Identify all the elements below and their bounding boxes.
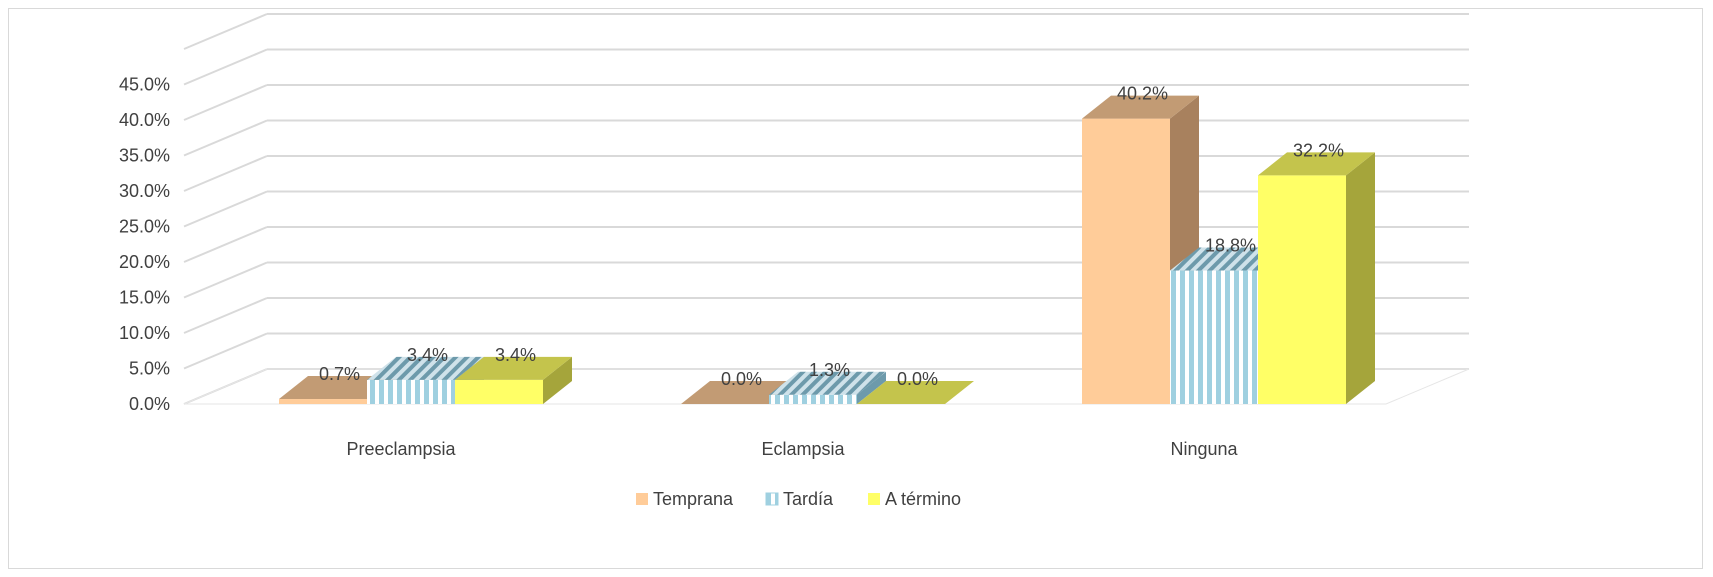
legend-label: Tardía: [783, 489, 834, 509]
gridline-side: [183, 155, 268, 192]
bar-front: [1170, 270, 1258, 404]
gridline-side: [183, 332, 268, 370]
bar-top: [681, 381, 798, 404]
bar-top: [1170, 247, 1287, 271]
y-tick-label: 15.0%: [119, 288, 170, 308]
legend-swatch: [868, 493, 880, 505]
bar-top: [455, 356, 572, 380]
bar-top: [367, 356, 484, 380]
bar-top: [857, 381, 974, 404]
bar: 1.3%: [769, 360, 886, 404]
x-category-label: Eclampsia: [761, 439, 845, 459]
bar-side: [857, 371, 886, 404]
bar-front: [367, 379, 455, 404]
data-label: 40.2%: [1117, 84, 1168, 104]
y-tick-label: 10.0%: [119, 323, 170, 343]
data-label: 0.0%: [721, 369, 762, 389]
data-label: 3.4%: [495, 345, 536, 365]
bar-top: [769, 371, 886, 395]
gridline-side: [183, 48, 268, 86]
y-tick-label: 25.0%: [119, 217, 170, 237]
gridline-side: [183, 261, 268, 299]
bar-front: [769, 394, 857, 404]
y-axis: 0.0% 5.0% 10.0% 15.0% 20.0% 25.0% 30.0% 35.0% 40…: [119, 75, 170, 415]
bar: 0.0%: [857, 369, 974, 404]
x-category-label: Ninguna: [1170, 439, 1238, 459]
y-tick-label: 45.0%: [119, 75, 170, 95]
gridline-side: [183, 119, 268, 157]
bar-front: [1082, 118, 1170, 404]
bar: 3.4%: [455, 345, 572, 404]
legend-item: A término: [868, 489, 961, 509]
bar-top: [1258, 152, 1375, 176]
gridlines: [183, 13, 1470, 405]
bar-front: [455, 379, 543, 404]
bar-side: [1346, 152, 1375, 404]
y-tick-label: 30.0%: [119, 181, 170, 201]
chart-floor: [183, 368, 1470, 405]
data-label: 0.7%: [319, 364, 360, 384]
legend-label: Temprana: [653, 489, 734, 509]
gridline-side: [183, 190, 268, 228]
data-label: 18.8%: [1205, 236, 1256, 256]
legend-item: Tardía: [765, 489, 834, 509]
x-axis: Preeclampsia Eclampsia Ninguna: [346, 439, 1238, 459]
bar-side: [543, 356, 572, 404]
gridline-side: [183, 226, 268, 263]
bar: 0.0%: [681, 369, 798, 404]
data-label: 32.2%: [1293, 140, 1344, 160]
y-tick-label: 40.0%: [119, 110, 170, 130]
y-tick-label: 5.0%: [129, 359, 170, 379]
bar-top: [279, 376, 396, 400]
gridline-side: [183, 84, 268, 121]
bar-front: [1258, 175, 1346, 404]
y-tick-label: 20.0%: [119, 252, 170, 272]
bar-top: [1082, 95, 1199, 119]
y-tick-label: 0.0%: [129, 394, 170, 414]
legend-label: A término: [885, 489, 961, 509]
legend: Temprana Tardía A término: [636, 489, 961, 509]
data-label: 1.3%: [809, 360, 850, 380]
legend-swatch: [636, 493, 648, 505]
bar: 3.4%: [367, 345, 484, 404]
legend-swatch: [765, 492, 779, 506]
bar: 32.2%: [1258, 140, 1375, 404]
chart-area: 0.0% 5.0% 10.0% 15.0% 20.0% 25.0% 30.0% 35.0% 40…: [8, 8, 1703, 569]
gridline-side: [183, 13, 268, 50]
bars: 0.7% 3.4% 3.4% 0.0% 1.3% 0.0% 40.2% 18.8% 32.2%: [279, 84, 1375, 404]
legend-item: Temprana: [636, 489, 734, 509]
data-label: 3.4%: [407, 345, 448, 365]
x-category-label: Preeclampsia: [346, 439, 456, 459]
data-label: 0.0%: [897, 369, 938, 389]
gridline-side: [183, 297, 268, 334]
y-tick-label: 35.0%: [119, 146, 170, 166]
bar-chart-3d: 0.0% 5.0% 10.0% 15.0% 20.0% 25.0% 30.0% 35.0% 40…: [119, 13, 1470, 509]
bar-front: [279, 399, 367, 404]
